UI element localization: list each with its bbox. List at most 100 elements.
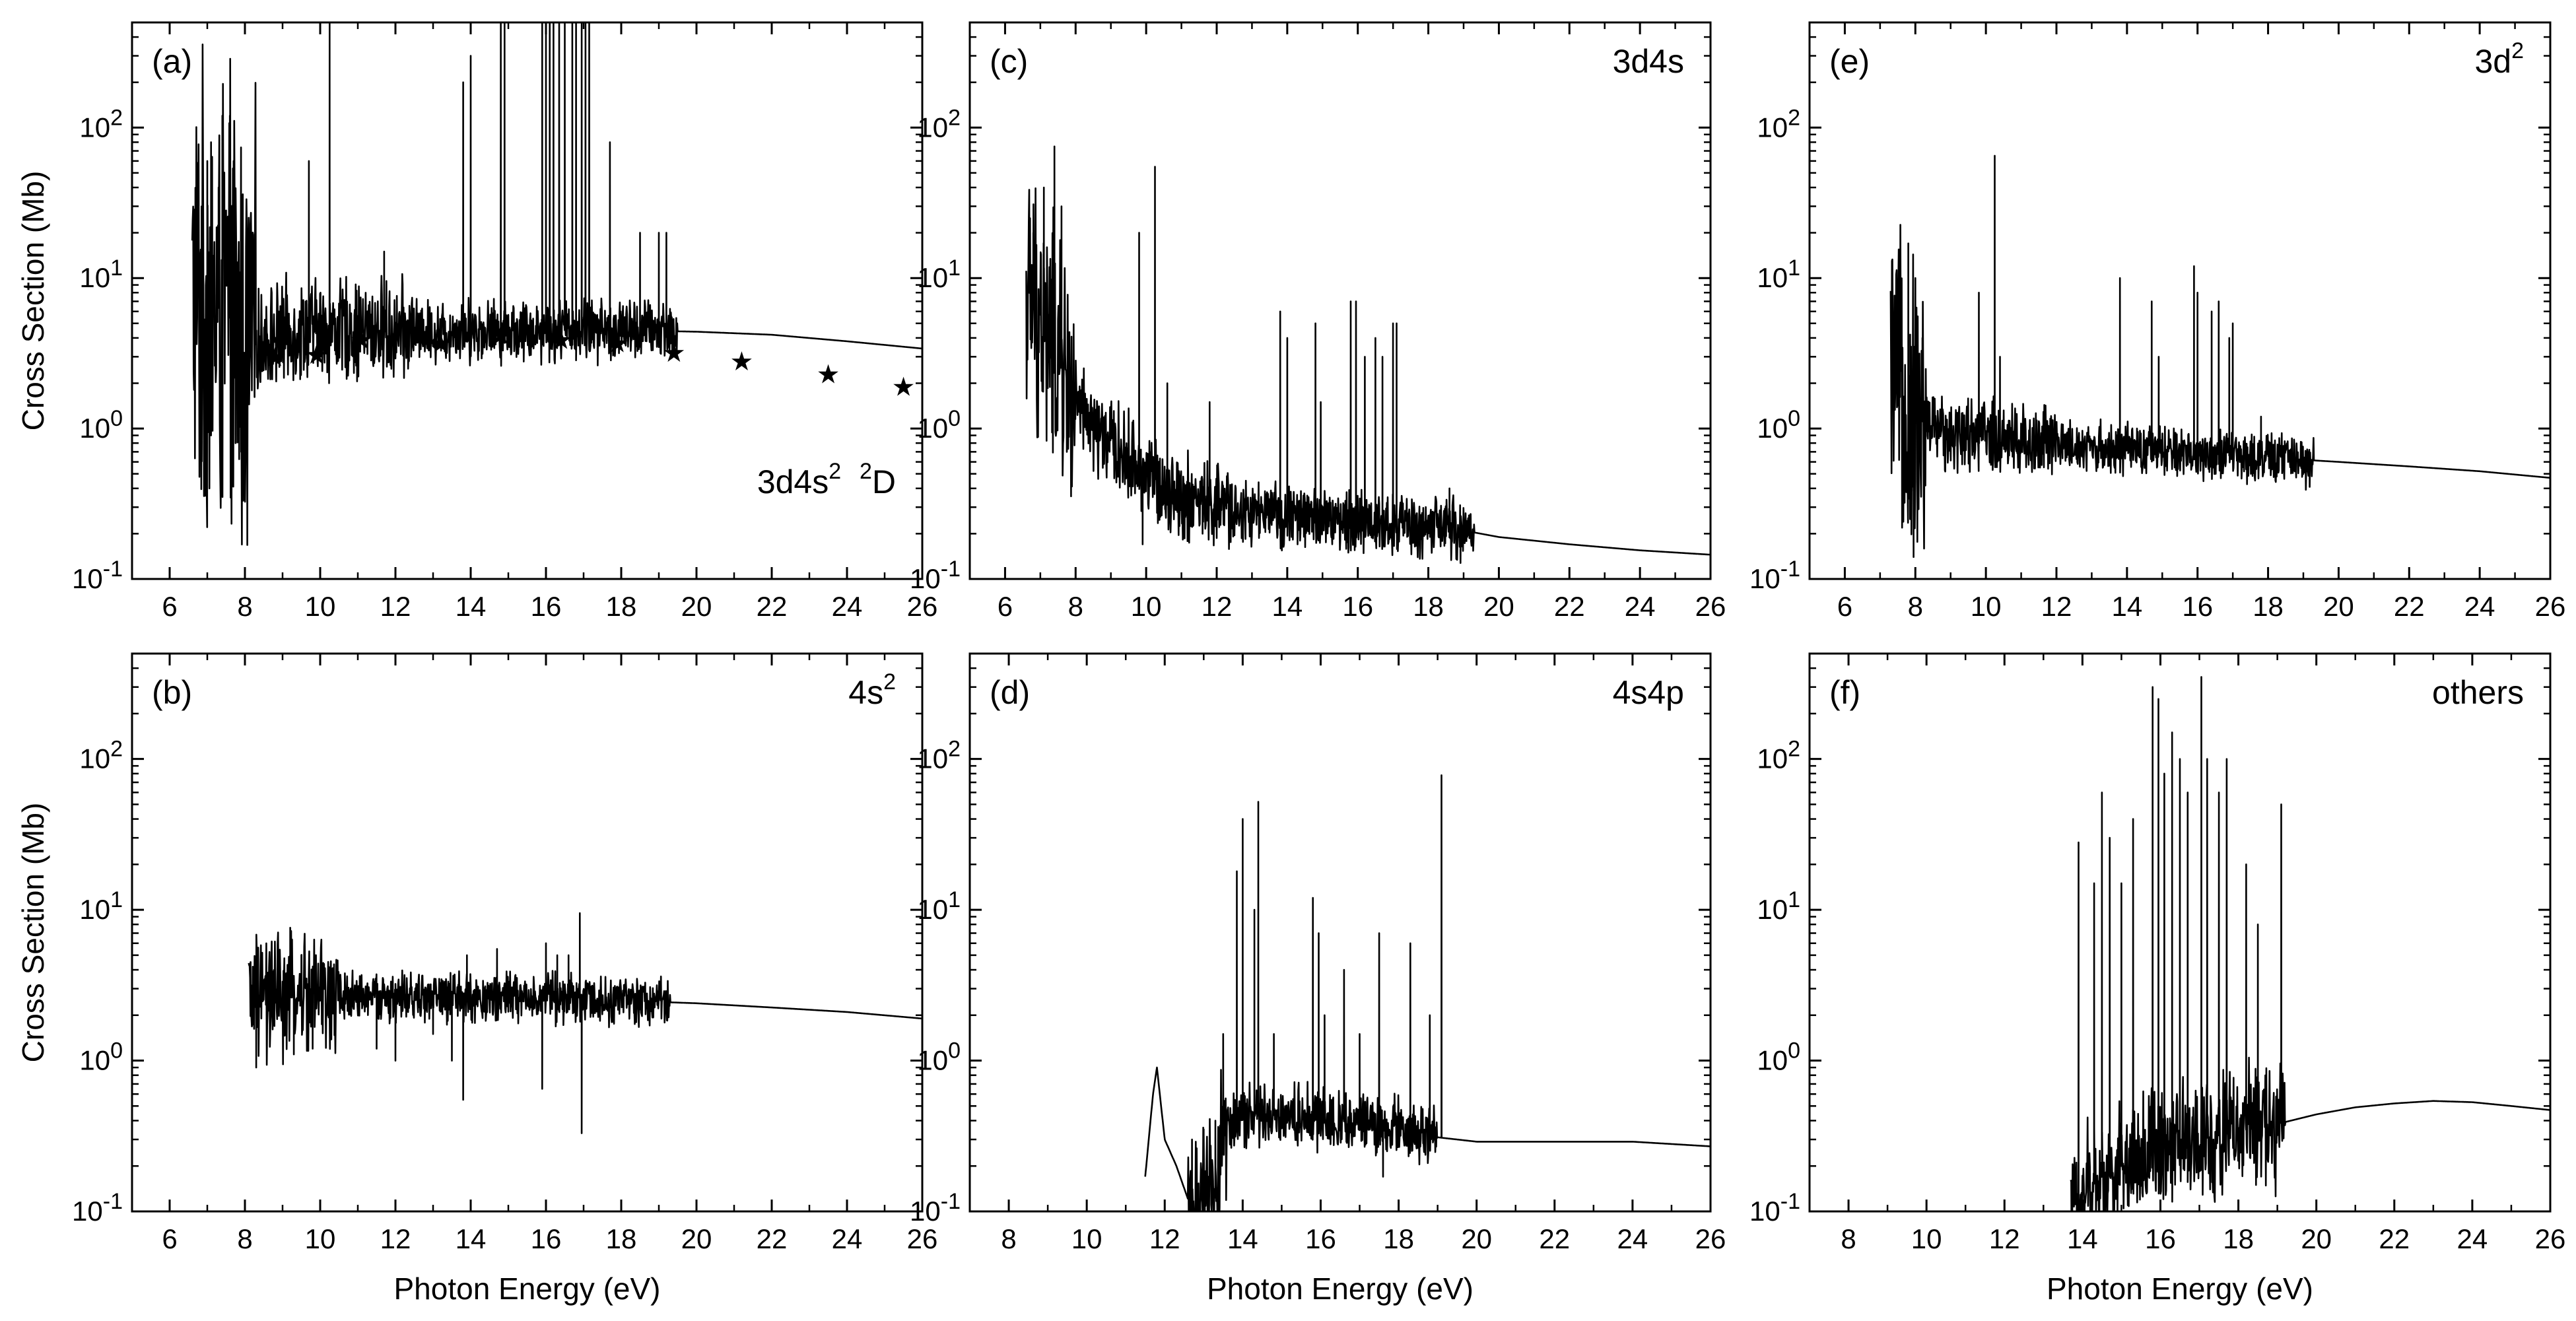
x-tick-label: 12	[1149, 1223, 1180, 1254]
panel-label: 4s2	[848, 669, 896, 711]
panel-tag: (a)	[152, 43, 192, 80]
x-tick-label: 12	[380, 1223, 411, 1254]
x-tick-label: 26	[1695, 1223, 1726, 1254]
x-tick-label: 8	[1068, 591, 1083, 622]
x-tick-label: 26	[1695, 591, 1726, 622]
x-axis-label: Photon Energy (eV)	[1207, 1271, 1474, 1306]
series-line	[248, 912, 922, 1134]
x-tick-label: 20	[2301, 1223, 2332, 1254]
panel-tag: (c)	[990, 43, 1028, 80]
y-tick-label: 10-1	[910, 1189, 961, 1227]
y-tick-label: 101	[1757, 887, 1800, 925]
x-tick-label: 26	[2535, 1223, 2566, 1254]
star-marker: ★	[892, 373, 916, 402]
y-tick-label: 102	[1757, 737, 1800, 774]
star-marker: ★	[662, 339, 686, 368]
star-marker: ★	[817, 360, 840, 390]
x-tick-label: 8	[237, 1223, 252, 1254]
panel-e: 6 8 10 12 14 16 18 20 22 24 26 10-1 100 101 102 (e) 3d2	[1749, 21, 2566, 622]
x-tick-label: 12	[1989, 1223, 2020, 1254]
x-tick-label: 10	[1911, 1223, 1942, 1254]
panel-label: 3d2	[2474, 38, 2524, 80]
x-tick-label: 24	[2464, 591, 2495, 622]
panel-b: 6 8 10 12 14 16 18 20 22 24 26 10-1 100 101 102 (b) 4s2 C…	[16, 652, 938, 1306]
x-tick-label: 22	[1554, 591, 1585, 622]
x-tick-label: 26	[907, 591, 938, 622]
x-tick-label: 6	[162, 591, 177, 622]
x-tick-label: 12	[2041, 591, 2072, 622]
x-tick-label: 20	[2323, 591, 2354, 622]
panel-label: others	[2432, 674, 2524, 711]
y-axis-label: Cross Section (Mb)	[16, 171, 50, 431]
x-tick-label: 8	[1841, 1223, 1856, 1254]
x-tick-label: 14	[1271, 591, 1303, 622]
x-tick-label: 20	[681, 591, 712, 622]
x-tick-label: 6	[998, 591, 1013, 622]
series-line	[1889, 154, 2550, 558]
x-tick-label: 10	[1971, 591, 2002, 622]
x-tick-label: 14	[2067, 1223, 2098, 1254]
x-tick-label: 18	[1413, 591, 1444, 622]
y-tick-label: 10-1	[1749, 1189, 1800, 1227]
x-tick-label: 22	[757, 1223, 788, 1254]
x-tick-label: 10	[1131, 591, 1162, 622]
y-tick-label: 101	[79, 255, 123, 293]
y-tick-label: 102	[79, 105, 123, 143]
x-tick-label: 18	[606, 1223, 637, 1254]
x-tick-label: 26	[907, 1223, 938, 1254]
y-tick-label: 100	[917, 406, 961, 444]
x-tick-label: 26	[2535, 591, 2566, 622]
y-tick-label: 100	[79, 406, 123, 444]
x-tick-label: 20	[681, 1223, 712, 1254]
star-marker: ★	[729, 347, 753, 376]
x-tick-label: 8	[1908, 591, 1923, 622]
panel-f: 8 10 12 14 16 18 20 22 24 26 10-1 100 101 102 (f) other…	[1749, 652, 2566, 1306]
plot-frame	[968, 21, 1712, 580]
y-tick-label: 10-1	[72, 1189, 123, 1227]
x-tick-label: 24	[832, 591, 863, 622]
x-tick-label: 24	[1625, 591, 1656, 622]
y-tick-label: 101	[917, 887, 961, 925]
series-line	[1025, 145, 1711, 564]
y-tick-label: 100	[917, 1038, 961, 1076]
y-tick-label: 102	[1757, 105, 1800, 143]
x-tick-label: 12	[380, 591, 411, 622]
x-tick-label: 24	[2457, 1223, 2488, 1254]
series-line	[1144, 774, 1711, 1211]
x-tick-label: 24	[1617, 1223, 1648, 1254]
x-tick-label: 16	[2145, 1223, 2176, 1254]
x-tick-label: 14	[1227, 1223, 1258, 1254]
x-tick-label: 16	[531, 1223, 562, 1254]
x-tick-label: 24	[832, 1223, 863, 1254]
panel-label: 3d4s2 2D	[757, 459, 896, 500]
series-line	[191, 22, 922, 546]
x-tick-label: 6	[1837, 591, 1852, 622]
x-tick-label: 18	[606, 591, 637, 622]
y-tick-label: 10-1	[72, 557, 123, 594]
y-tick-label: 10-1	[1749, 557, 1800, 594]
x-tick-label: 22	[2379, 1223, 2410, 1254]
y-tick-label: 100	[79, 1038, 123, 1076]
x-tick-label: 18	[2223, 1223, 2254, 1254]
x-tick-label: 16	[1305, 1223, 1336, 1254]
y-tick-label: 101	[917, 255, 961, 293]
y-tick-label: 10-1	[910, 557, 961, 594]
y-tick-label: 100	[1757, 406, 1800, 444]
x-tick-label: 12	[1202, 591, 1233, 622]
x-tick-label: 6	[162, 1223, 177, 1254]
x-tick-label: 20	[1483, 591, 1514, 622]
x-tick-label: 8	[1001, 1223, 1016, 1254]
panel-tag: (b)	[152, 674, 192, 711]
x-axis-label: Photon Energy (eV)	[393, 1271, 660, 1306]
panel-label: 3d4s	[1613, 43, 1684, 80]
star-marker: ★	[489, 321, 513, 350]
y-tick-label: 100	[1757, 1038, 1800, 1076]
x-tick-label: 10	[305, 1223, 336, 1254]
x-axis-label: Photon Energy (eV)	[2047, 1271, 2313, 1306]
star-marker: ★	[304, 341, 328, 370]
y-tick-label: 102	[917, 105, 961, 143]
panel-tag: (f)	[1829, 674, 1860, 711]
y-tick-label: 102	[917, 737, 961, 774]
plot-frame	[131, 652, 924, 1213]
